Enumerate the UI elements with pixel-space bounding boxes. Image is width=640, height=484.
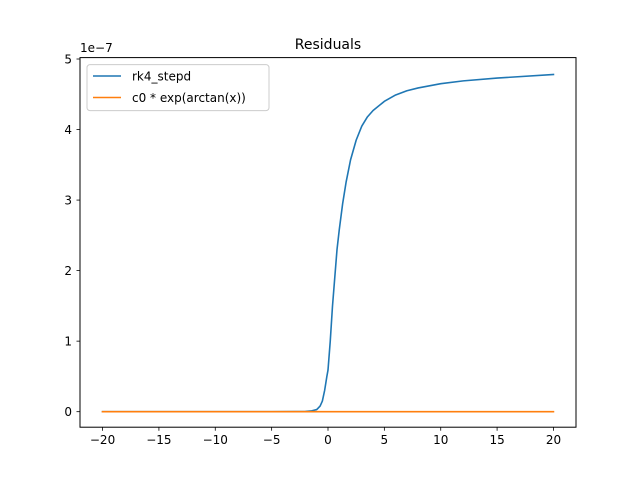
x-tick-label: −10 <box>203 433 228 447</box>
y-tick-label: 3 <box>64 194 72 208</box>
legend-box <box>86 64 270 112</box>
x-tick-label: −20 <box>90 433 115 447</box>
x-tick-label: 5 <box>381 433 389 447</box>
legend: rk4_stepd c0 * exp(arctan(x)) <box>86 64 270 112</box>
y-tick-label: 0 <box>64 405 72 419</box>
y-tick-label: 4 <box>64 123 72 137</box>
x-tick-label: 10 <box>433 433 448 447</box>
x-tick-label: −5 <box>263 433 281 447</box>
y-axis-offset-label: 1e−7 <box>80 41 113 55</box>
y-axis: 0 1 2 3 4 5 <box>64 53 80 419</box>
x-tick-label: 20 <box>546 433 561 447</box>
axes-frame <box>79 57 577 428</box>
y-tick-label: 2 <box>64 264 72 278</box>
series-group <box>101 73 555 413</box>
legend-label: rk4_stepd <box>132 70 191 84</box>
x-tick-label: 0 <box>324 433 332 447</box>
x-axis: −20 −15 −10 −5 0 5 10 15 20 <box>90 427 561 447</box>
y-tick-label: 5 <box>64 53 72 67</box>
chart-title: Residuals <box>295 37 361 53</box>
legend-label: c0 * exp(arctan(x)) <box>132 91 246 105</box>
x-tick-label: −15 <box>146 433 171 447</box>
y-tick-label: 1 <box>64 335 72 349</box>
x-tick-label: 15 <box>489 433 504 447</box>
